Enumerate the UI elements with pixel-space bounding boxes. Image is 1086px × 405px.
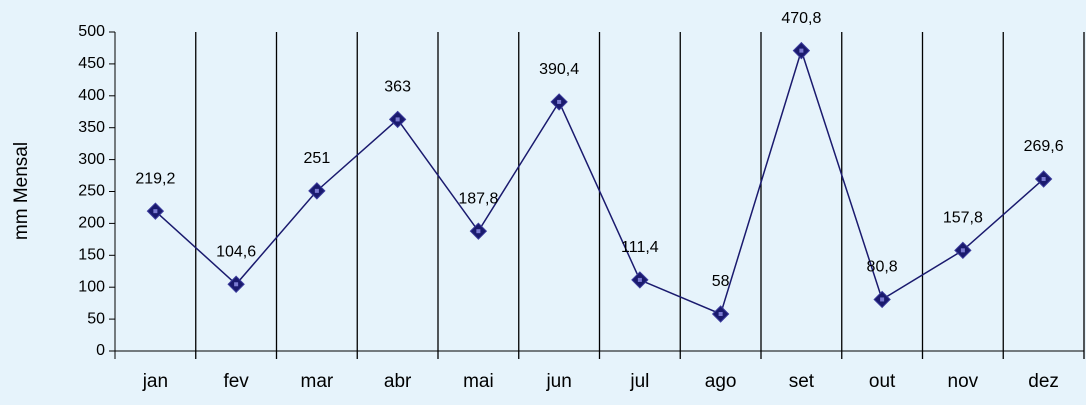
- data-point-center: [799, 48, 804, 53]
- data-point-center: [637, 277, 642, 282]
- x-tick-label: jan: [142, 371, 168, 392]
- x-tick-label: nov: [948, 371, 979, 392]
- data-point-center: [1041, 176, 1046, 181]
- x-tick-label: mar: [301, 371, 334, 392]
- y-tick-label: 400: [78, 87, 105, 104]
- y-tick-label: 50: [87, 310, 105, 327]
- x-tick-label: mai: [463, 371, 494, 392]
- x-tick-label: ago: [705, 371, 737, 392]
- y-tick-label: 100: [78, 278, 105, 295]
- data-line: [154, 48, 1045, 316]
- data-point-center: [718, 311, 723, 316]
- data-label: 187,8: [458, 190, 498, 207]
- y-tick-label: 0: [96, 342, 105, 359]
- data-point-center: [960, 248, 965, 253]
- data-label: 111,4: [621, 239, 659, 256]
- data-label: 269,6: [1024, 138, 1064, 155]
- data-label: 251: [304, 150, 331, 167]
- y-tick-label: 350: [78, 119, 105, 136]
- data-point-center: [557, 99, 562, 104]
- y-tick-label: 300: [78, 151, 105, 168]
- data-label: 80,8: [867, 259, 898, 276]
- y-tick-label: 250: [78, 183, 105, 200]
- data-point-center: [314, 188, 319, 193]
- data-point-center: [476, 229, 481, 234]
- x-tick-label: abr: [384, 371, 412, 392]
- x-tick-label: out: [869, 371, 896, 392]
- data-point-center: [234, 282, 239, 287]
- data-label: 219,2: [135, 170, 175, 187]
- data-point-center: [153, 209, 158, 214]
- y-tick-label: 500: [78, 23, 105, 40]
- y-tick-label: 150: [78, 247, 105, 264]
- x-tick-label: jun: [545, 371, 571, 392]
- data-label: 363: [384, 79, 411, 96]
- x-tick-label: dez: [1028, 371, 1059, 392]
- data-label: 390,4: [539, 61, 579, 78]
- data-point-center: [395, 117, 400, 122]
- y-axis-label: mm Mensal: [11, 142, 32, 240]
- x-tick-label: set: [789, 371, 815, 392]
- data-label: 470,8: [781, 10, 821, 27]
- y-tick-label: 200: [78, 215, 105, 232]
- y-tick-label: 450: [78, 55, 105, 72]
- data-label: 104,6: [216, 243, 256, 260]
- x-tick-label: jul: [629, 371, 649, 392]
- data-point-center: [880, 297, 885, 302]
- data-label: 58: [712, 273, 730, 290]
- x-tick-label: fev: [223, 371, 249, 392]
- data-label: 157,8: [943, 210, 983, 227]
